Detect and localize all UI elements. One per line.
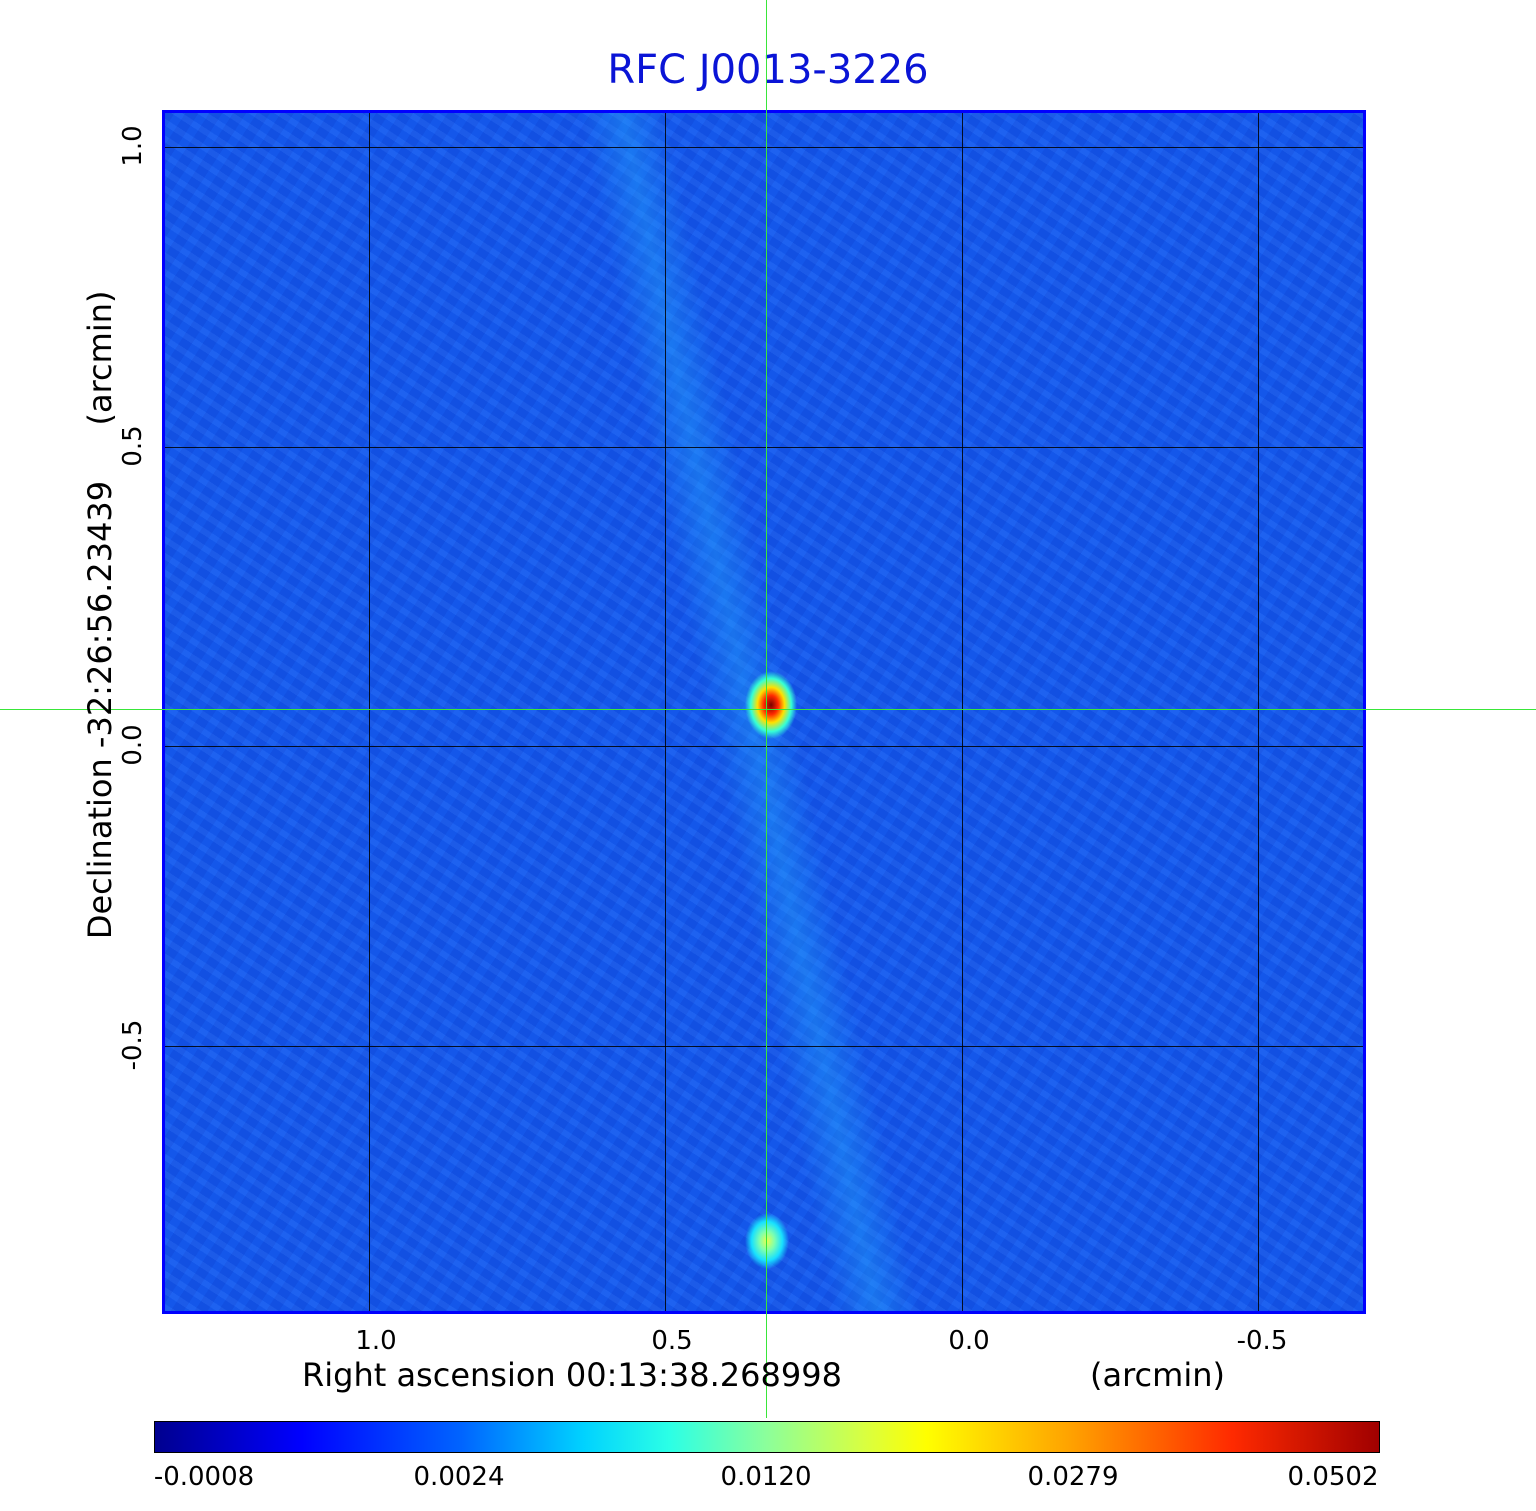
grid-line-x-1 bbox=[369, 113, 370, 1311]
y-tick-label: 0.5 bbox=[118, 425, 148, 467]
crosshair-vertical bbox=[766, 0, 767, 1418]
grid-line-y-1 bbox=[165, 147, 1363, 148]
colorbar-tick-label: -0.0008 bbox=[153, 1462, 255, 1492]
x-tick-label: 0.5 bbox=[651, 1326, 693, 1356]
colorbar-tick-label: 0.0024 bbox=[413, 1462, 505, 1492]
y-tick-label: -0.5 bbox=[118, 1019, 148, 1071]
grid-line-y-2 bbox=[165, 447, 1363, 448]
x-axis-label: Right ascension 00:13:38.268998 bbox=[302, 1356, 842, 1394]
y-axis-label: Declination -32:26:56.23439 bbox=[81, 480, 119, 940]
y-tick-label: 0.0 bbox=[118, 724, 148, 766]
x-tick-label: 0.0 bbox=[948, 1326, 990, 1356]
colorbar-tick-label: 0.0279 bbox=[1027, 1462, 1119, 1492]
image-title: RFC J0013-3226 bbox=[607, 47, 929, 93]
grid-line-y-4 bbox=[165, 1046, 1363, 1047]
y-axis-unit: (arcmin) bbox=[81, 290, 119, 426]
y-tick-label: 1.0 bbox=[118, 125, 148, 167]
x-tick-label: -0.5 bbox=[1236, 1326, 1288, 1356]
x-tick-label: 1.0 bbox=[355, 1326, 397, 1356]
crosshair-horizontal bbox=[0, 709, 1536, 710]
grid-line-x-4 bbox=[1258, 113, 1259, 1311]
colorbar bbox=[154, 1421, 1380, 1453]
grid-line-x-2 bbox=[665, 113, 666, 1311]
grid-line-y-3 bbox=[165, 746, 1363, 747]
x-axis-unit: (arcmin) bbox=[1090, 1356, 1225, 1394]
radio-map-image bbox=[162, 110, 1366, 1314]
grid-line-x-3 bbox=[962, 113, 963, 1311]
colorbar-tick-label: 0.0120 bbox=[720, 1462, 812, 1492]
colorbar-tick-label: 0.0502 bbox=[1287, 1462, 1379, 1492]
